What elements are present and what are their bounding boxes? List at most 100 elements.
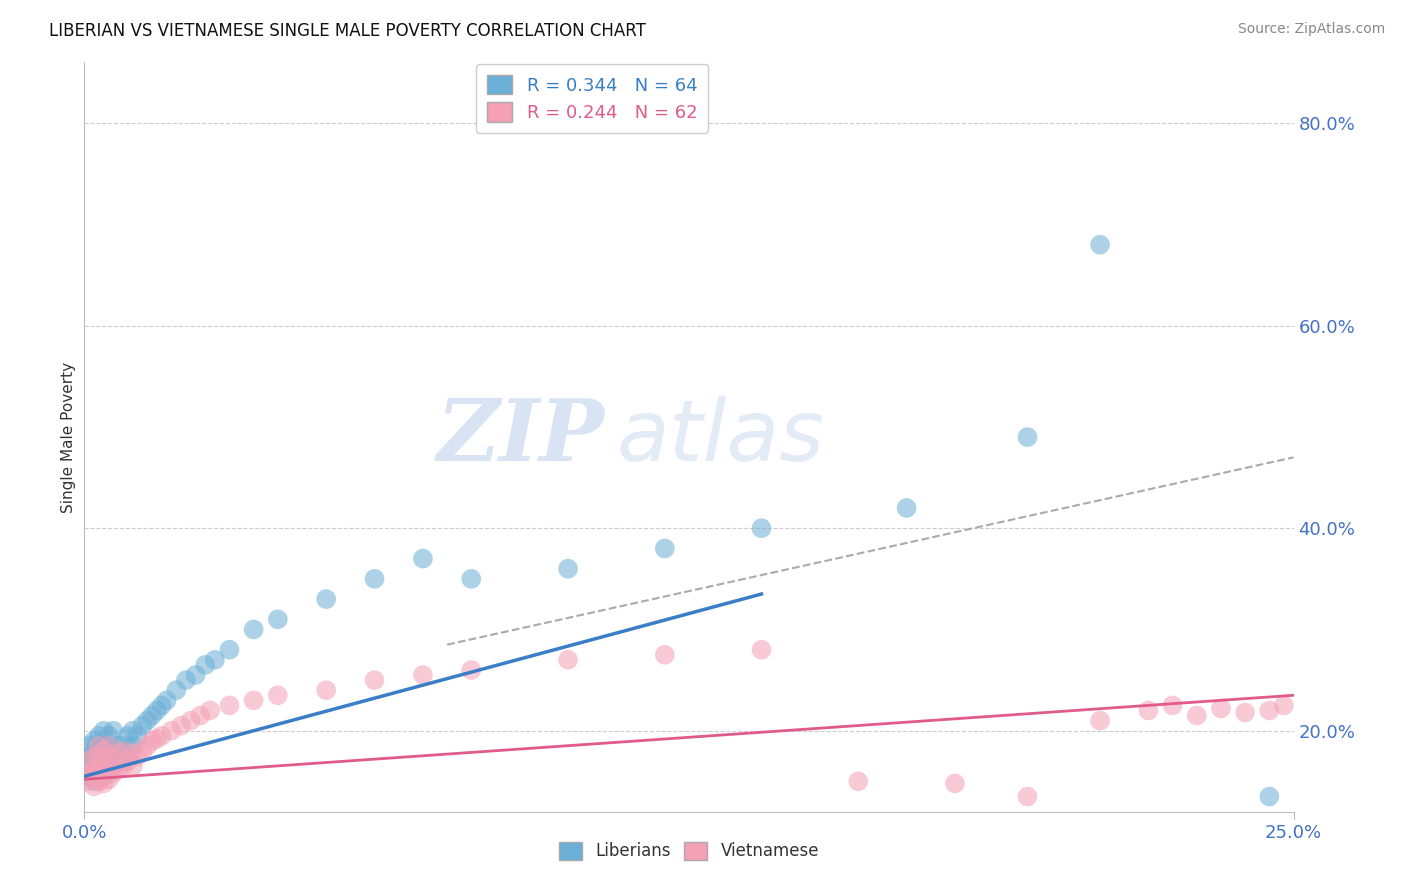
Point xyxy=(1088,237,1111,252)
Point xyxy=(150,698,173,713)
Point xyxy=(93,759,115,773)
Point xyxy=(1209,701,1232,715)
Point xyxy=(83,734,105,748)
Point xyxy=(87,739,110,753)
Point xyxy=(1137,703,1160,717)
Point xyxy=(1161,698,1184,713)
Point xyxy=(180,714,202,728)
Point xyxy=(86,764,108,779)
Point xyxy=(363,673,385,687)
Point xyxy=(90,764,112,779)
Point xyxy=(83,764,105,779)
Point xyxy=(80,749,103,764)
Point xyxy=(117,749,139,764)
Point xyxy=(83,780,105,794)
Point xyxy=(557,562,579,576)
Point xyxy=(107,762,129,776)
Point xyxy=(267,612,290,626)
Point xyxy=(165,683,187,698)
Point xyxy=(896,500,918,515)
Point xyxy=(943,776,966,790)
Point xyxy=(131,744,153,758)
Point xyxy=(136,714,159,728)
Point xyxy=(242,693,264,707)
Point xyxy=(112,754,135,768)
Point xyxy=(103,723,125,738)
Point xyxy=(460,572,482,586)
Point xyxy=(751,521,773,535)
Point xyxy=(121,723,143,738)
Point xyxy=(654,541,676,556)
Point xyxy=(83,759,105,773)
Text: atlas: atlas xyxy=(616,395,824,479)
Point xyxy=(93,754,115,768)
Point xyxy=(86,739,108,753)
Point xyxy=(150,729,173,743)
Point xyxy=(174,673,197,687)
Point xyxy=(460,663,482,677)
Point xyxy=(121,759,143,773)
Point xyxy=(87,759,110,773)
Point xyxy=(87,729,110,743)
Point xyxy=(204,653,226,667)
Point xyxy=(90,749,112,764)
Point xyxy=(87,744,110,758)
Point xyxy=(1088,714,1111,728)
Point xyxy=(155,693,177,707)
Point xyxy=(117,754,139,768)
Point xyxy=(146,703,169,717)
Point xyxy=(97,729,120,743)
Point xyxy=(1185,708,1208,723)
Text: LIBERIAN VS VIETNAMESE SINGLE MALE POVERTY CORRELATION CHART: LIBERIAN VS VIETNAMESE SINGLE MALE POVER… xyxy=(49,22,647,40)
Point xyxy=(141,734,163,748)
Point xyxy=(654,648,676,662)
Point xyxy=(90,769,112,783)
Point xyxy=(160,723,183,738)
Point xyxy=(97,739,120,753)
Point xyxy=(77,764,100,779)
Point xyxy=(412,668,434,682)
Point xyxy=(557,653,579,667)
Point xyxy=(97,762,120,776)
Point xyxy=(242,623,264,637)
Point xyxy=(218,642,240,657)
Point xyxy=(87,769,110,783)
Point xyxy=(121,746,143,760)
Point xyxy=(141,708,163,723)
Point xyxy=(146,731,169,746)
Point xyxy=(198,703,221,717)
Point xyxy=(117,729,139,743)
Point xyxy=(93,764,115,779)
Point xyxy=(1234,706,1257,720)
Point xyxy=(412,551,434,566)
Point xyxy=(103,766,125,780)
Point xyxy=(127,749,149,764)
Point xyxy=(267,688,290,702)
Point xyxy=(76,774,98,789)
Point xyxy=(87,759,110,773)
Point xyxy=(751,642,773,657)
Point xyxy=(93,744,115,758)
Point xyxy=(87,774,110,789)
Point xyxy=(97,764,120,779)
Point xyxy=(76,769,98,783)
Y-axis label: Single Male Poverty: Single Male Poverty xyxy=(60,361,76,513)
Point xyxy=(80,769,103,783)
Point xyxy=(194,657,217,672)
Point xyxy=(107,746,129,760)
Point xyxy=(80,764,103,779)
Point xyxy=(170,719,193,733)
Point xyxy=(77,769,100,783)
Point xyxy=(846,774,869,789)
Point xyxy=(77,754,100,768)
Point xyxy=(363,572,385,586)
Point xyxy=(97,739,120,753)
Legend: Liberians, Vietnamese: Liberians, Vietnamese xyxy=(553,835,825,867)
Point xyxy=(315,683,337,698)
Point xyxy=(136,739,159,753)
Point xyxy=(93,769,115,783)
Point xyxy=(127,729,149,743)
Point xyxy=(107,754,129,768)
Point xyxy=(112,744,135,758)
Point xyxy=(107,739,129,753)
